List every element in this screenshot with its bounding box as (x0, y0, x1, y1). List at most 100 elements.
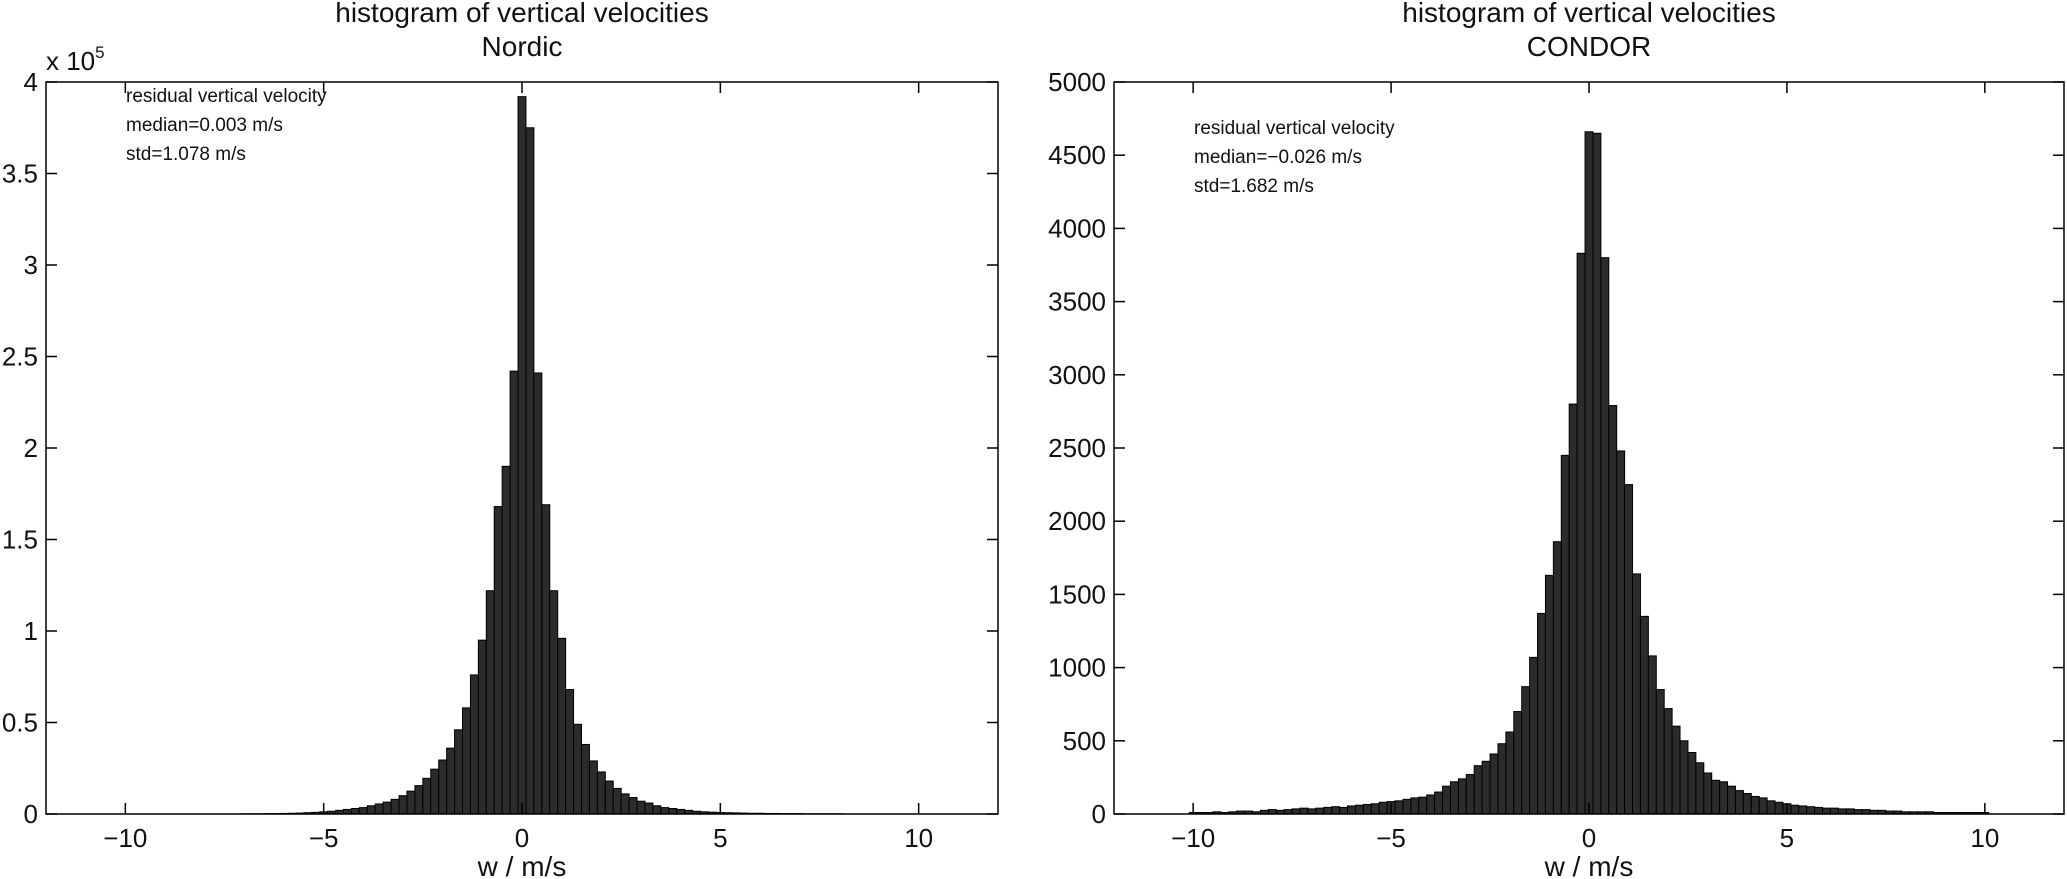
histogram-bar (1845, 808, 1855, 815)
histogram-bar (1632, 573, 1641, 815)
histogram-bar (1505, 731, 1515, 815)
x-tick-label: 0 (1582, 823, 1596, 853)
histogram-bar (1560, 454, 1570, 815)
histogram-bar (660, 807, 670, 815)
chart-title: histogram of vertical velocities (335, 0, 708, 28)
histogram-bar (438, 759, 448, 815)
histogram-bar (1822, 807, 1831, 815)
histogram-bar (620, 793, 630, 815)
histogram-bar (1442, 785, 1451, 815)
histogram-bar (430, 768, 440, 815)
histogram-bar (525, 127, 535, 815)
histogram-bar (1829, 807, 1839, 815)
histogram-bar (1647, 655, 1657, 815)
histogram-bar (533, 372, 543, 815)
histogram-bar (406, 790, 416, 815)
histogram-bar (644, 802, 654, 815)
histogram-bar (358, 807, 368, 815)
histogram-bar (1354, 804, 1364, 815)
histogram-bar (1457, 778, 1467, 815)
histogram-bar (390, 798, 400, 815)
histogram-bar (636, 800, 646, 815)
histogram-bar (1537, 612, 1546, 815)
histogram-bar (1734, 790, 1744, 815)
annotation-text: std=1.078 m/s (126, 144, 246, 165)
histogram-bar (1608, 405, 1618, 815)
histogram-bar (477, 639, 487, 815)
histogram-bar (1798, 805, 1808, 815)
histogram-bar (462, 707, 471, 815)
histogram-bar (557, 637, 567, 815)
annotation-text: residual vertical velocity (126, 86, 327, 107)
x-tick-label: −5 (1376, 823, 1406, 853)
histogram-bar (501, 465, 511, 815)
histogram-bar (1576, 252, 1586, 815)
histogram-bar (628, 797, 638, 815)
chart-panel-condor: 0 500 1000 1500 2000 2500 3000 3500 4000 4500 5000… (1048, 0, 2065, 879)
histogram-bar (1521, 686, 1531, 815)
histogram-bar (1814, 806, 1824, 815)
histogram-bar (1370, 803, 1380, 815)
x-tick-label: 10 (1970, 823, 1999, 853)
histogram-bar (1592, 132, 1602, 815)
histogram-bar (509, 370, 519, 815)
histogram-bar (1291, 808, 1301, 815)
chart-subtitle: CONDOR (1527, 31, 1651, 62)
y-tick-label: 2 (24, 433, 38, 463)
histogram-bar (1655, 689, 1665, 815)
histogram-bar (1465, 773, 1475, 815)
histogram-bar (422, 777, 432, 815)
histogram-bar (398, 795, 408, 815)
histogram-bar (1402, 798, 1412, 815)
annotation-text: residual vertical velocity (1194, 118, 1395, 139)
histogram-bar (1624, 484, 1634, 815)
histogram-bar (1663, 708, 1673, 815)
y-tick-label: 2500 (1048, 433, 1106, 463)
histogram-bar (596, 771, 606, 815)
histogram-bar (1331, 806, 1341, 815)
histogram-bar (604, 780, 614, 815)
histogram-bar (1481, 760, 1491, 815)
histogram-bar (1750, 795, 1760, 815)
histogram-bar (454, 729, 464, 815)
y-tick-label: 0 (24, 799, 38, 829)
histogram-bar (1552, 541, 1562, 815)
y-tick-label: 5000 (1048, 67, 1106, 97)
chart-panel-nordic: 0 0.5 1 1.5 2 2.5 3 3.5 4 −10 −5 0 5 10 histogram of v… (2, 0, 999, 879)
histogram-bar (382, 801, 392, 815)
histogram-bar (1410, 797, 1420, 815)
y-multiplier-label: x 105 (46, 43, 105, 76)
histogram-bar (565, 689, 575, 815)
annotation-text: median=−0.026 m/s (1194, 147, 1362, 168)
histogram-bars (239, 96, 844, 815)
histogram-bar (1347, 805, 1356, 815)
histogram-bar (1513, 711, 1523, 815)
histogram-bar (414, 785, 424, 815)
histogram-bar (1489, 753, 1499, 815)
histogram-bar (1806, 806, 1816, 815)
histogram-bar (1299, 807, 1309, 815)
histogram-bar (612, 787, 622, 815)
histogram-bar (652, 805, 662, 815)
x-tick-label: −10 (103, 823, 147, 853)
histogram-bar (1671, 725, 1681, 815)
histogram-bar (588, 760, 598, 815)
histogram-bar (1687, 752, 1697, 815)
histogram-bar (1568, 403, 1578, 815)
y-tick-label: 2.5 (2, 342, 38, 372)
y-tick-label: 4500 (1048, 140, 1106, 170)
histogram-bar (1434, 791, 1444, 815)
histogram-bar (1584, 131, 1594, 815)
y-tick-label: 4000 (1048, 213, 1106, 243)
histogram-bar (1727, 785, 1736, 815)
histogram-bar (366, 805, 376, 815)
histogram-bars (1188, 131, 1990, 815)
histogram-bar (1315, 807, 1325, 815)
y-tick-label: 0.5 (2, 708, 38, 738)
histogram-bar (1426, 794, 1436, 815)
y-tick-label: 1.5 (2, 525, 38, 555)
histogram-bar (1837, 808, 1847, 815)
histogram-bar (1703, 772, 1713, 815)
histogram-bar (541, 504, 551, 815)
